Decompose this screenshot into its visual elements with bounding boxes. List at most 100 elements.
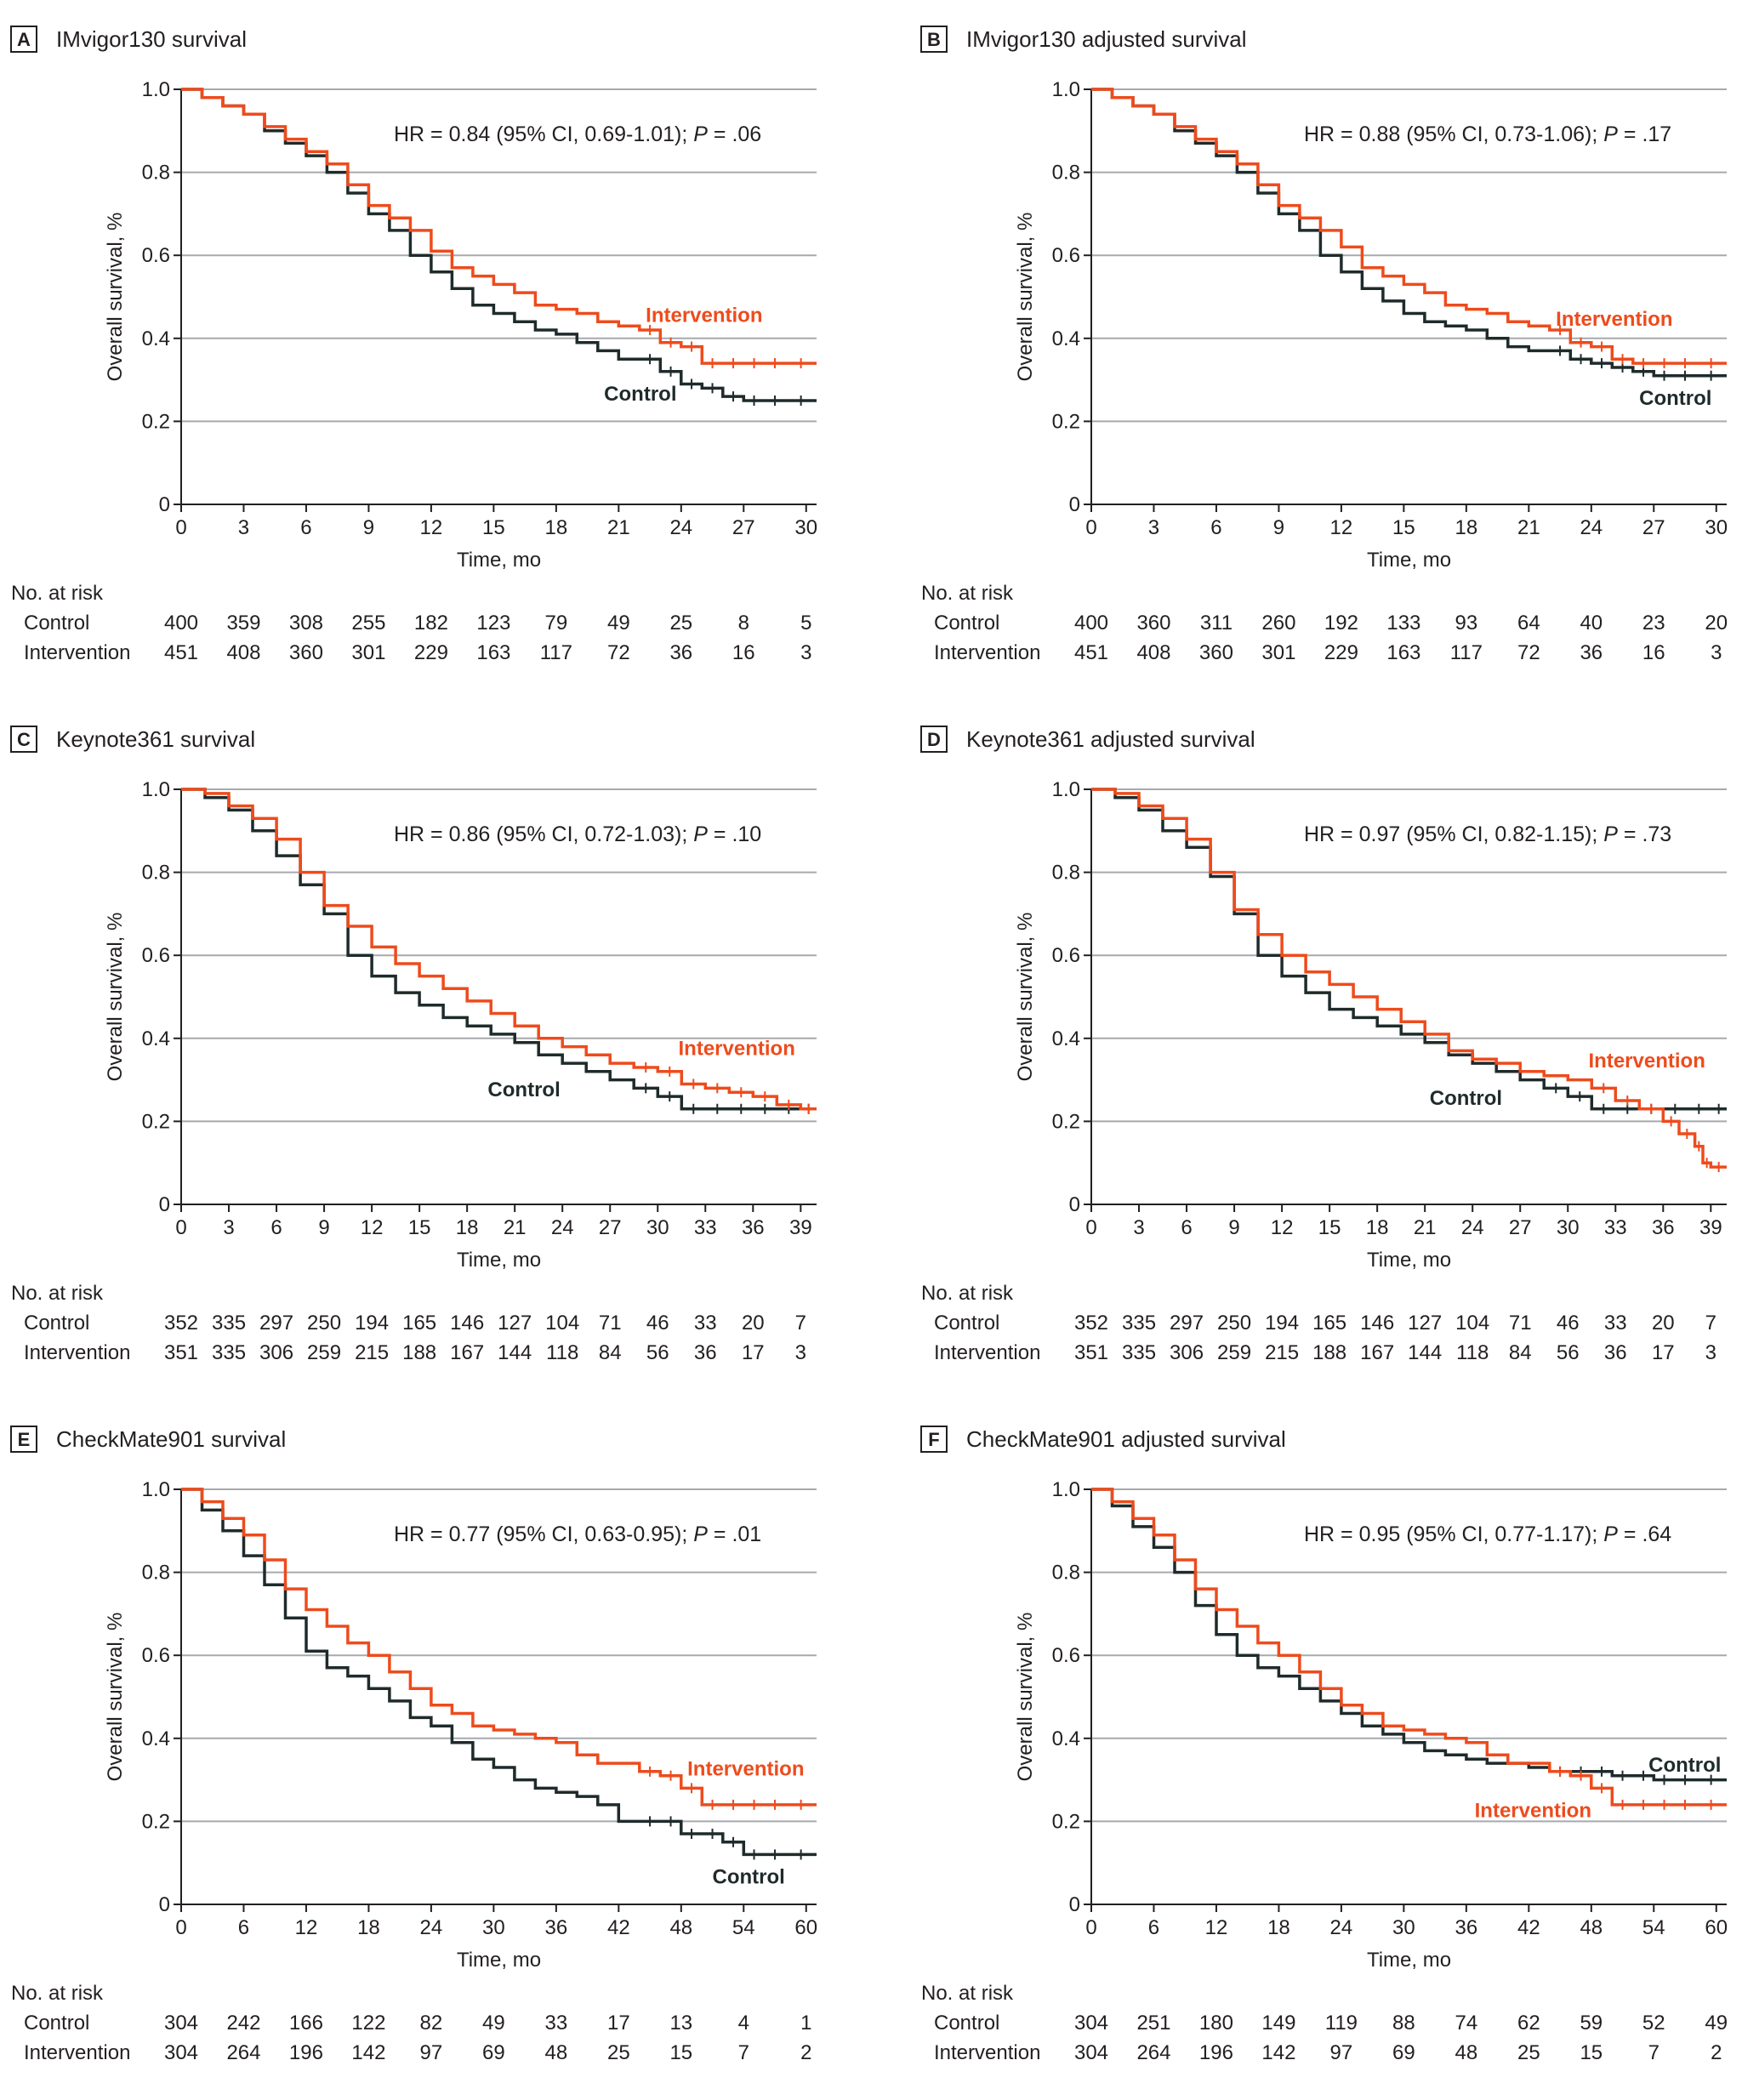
intervention-series-label: Intervention [1475,1800,1591,1823]
risk-intervention-count: 408 [226,641,260,664]
y-tick-label: 0.6 [1052,244,1080,267]
risk-control-count: 49 [1705,2012,1728,2035]
x-tick-label: 39 [789,1216,812,1239]
risk-intervention-count: 3 [795,1341,806,1364]
risk-intervention-count: 335 [212,1341,246,1364]
x-tick-label: 21 [1517,516,1540,539]
risk-control-count: 400 [164,612,198,635]
risk-control-count: 52 [1642,2012,1665,2035]
y-tick-label: 0.6 [142,944,170,967]
risk-control-count: 71 [599,1312,622,1335]
risk-intervention-label: Intervention [24,641,130,664]
risk-control-count: 46 [1557,1312,1580,1335]
x-tick-label: 12 [1271,1216,1294,1239]
panel-letter: B [927,29,941,50]
hr-p-symbol: P [1603,822,1618,846]
risk-control-count: 104 [1455,1312,1489,1335]
hazard-ratio-text: HR = 0.86 (95% CI, 0.72-1.03); P = .10 [394,822,761,846]
y-tick-label: 0 [159,1893,170,1916]
x-tick-label: 15 [482,516,505,539]
risk-control-count: 49 [482,2012,505,2035]
risk-control-count: 359 [226,612,260,635]
risk-intervention-count: 48 [1455,2041,1478,2064]
x-tick-label: 18 [456,1216,479,1239]
y-tick-label: 0.6 [1052,944,1080,967]
y-tick-label: 0.8 [142,862,170,885]
x-tick-label: 36 [545,1916,568,1939]
control-series-label: Control [487,1078,560,1101]
x-tick-label: 6 [1148,1916,1159,1939]
hr-prefix: HR = 0.88 (95% CI, 0.73-1.06); [1304,122,1603,146]
risk-control-label: Control [24,612,89,635]
control-series-label: Control [604,383,676,406]
y-axis-label: Overall survival, % [104,913,127,1082]
risk-intervention-count: 15 [669,2041,692,2064]
risk-intervention-count: 7 [738,2041,749,2064]
control-survival-curve [1091,788,1727,1111]
x-tick-label: 6 [1210,516,1221,539]
y-tick-label: 1.0 [1052,78,1080,101]
hazard-ratio-text: HR = 0.95 (95% CI, 0.77-1.17); P = .64 [1304,1522,1671,1546]
hr-prefix: HR = 0.95 (95% CI, 0.77-1.17); [1304,1522,1603,1546]
risk-table-header: No. at risk [11,582,104,605]
x-tick-label: 30 [794,516,817,539]
x-tick-label: 18 [1455,516,1478,539]
x-tick-label: 42 [607,1916,630,1939]
risk-control-count: 23 [1642,612,1665,635]
y-tick-label: 0 [159,1193,170,1216]
x-tick-label: 33 [1604,1216,1627,1239]
x-tick-label: 24 [551,1216,574,1239]
risk-control-count: 33 [545,2012,568,2035]
x-tick-label: 0 [1085,516,1096,539]
control-series-label: Control [1648,1754,1721,1777]
x-tick-label: 3 [1148,516,1159,539]
risk-intervention-count: 144 [1408,1341,1442,1364]
x-tick-label: 18 [1267,1916,1290,1939]
x-tick-label: 12 [1330,516,1353,539]
x-tick-label: 24 [1330,1916,1353,1939]
x-tick-label: 21 [607,516,630,539]
risk-table-header: No. at risk [11,1982,104,2005]
risk-intervention-count: 118 [1456,1341,1489,1364]
risk-control-count: 400 [1074,612,1108,635]
risk-control-count: 62 [1517,2012,1540,2035]
risk-control-count: 194 [355,1312,389,1335]
x-tick-label: 12 [361,1216,384,1239]
risk-control-count: 308 [289,612,323,635]
hr-p-symbol: P [1603,122,1618,146]
risk-control-label: Control [934,2012,999,2035]
risk-control-count: 5 [800,612,811,635]
risk-intervention-count: 72 [607,641,630,664]
x-tick-label: 3 [223,1216,234,1239]
risk-control-count: 71 [1509,1312,1532,1335]
risk-intervention-count: 56 [646,1341,669,1364]
risk-control-count: 7 [795,1312,806,1335]
x-tick-label: 18 [357,1916,380,1939]
x-tick-label: 21 [504,1216,527,1239]
risk-intervention-label: Intervention [934,1341,1040,1364]
risk-control-count: 335 [212,1312,246,1335]
hr-p-symbol: P [693,822,708,846]
x-tick-label: 33 [694,1216,717,1239]
risk-intervention-count: 351 [1074,1341,1108,1364]
x-tick-label: 30 [1392,1916,1415,1939]
hr-prefix: HR = 0.77 (95% CI, 0.63-0.95); [394,1522,693,1546]
y-tick-label: 0.8 [142,1562,170,1585]
x-tick-label: 39 [1699,1216,1722,1239]
risk-intervention-count: 264 [226,2041,260,2064]
y-tick-label: 0 [1069,1893,1080,1916]
x-tick-label: 18 [545,516,568,539]
x-tick-label: 27 [599,1216,622,1239]
risk-control-count: 59 [1580,2012,1603,2035]
x-axis-label: Time, mo [1367,1249,1451,1272]
risk-intervention-count: 48 [545,2041,568,2064]
y-tick-label: 0.4 [1052,327,1080,350]
x-tick-label: 48 [1580,1916,1603,1939]
risk-control-count: 180 [1199,2012,1233,2035]
survival-chart-b: B IMvigor130 adjusted survival 0 0.2 0.4 0.6 0… [920,26,1728,664]
x-axis-label: Time, mo [457,549,541,572]
panel-title: Keynote361 adjusted survival [966,726,1255,752]
control-series-label: Control [1639,387,1711,410]
y-tick-label: 1.0 [142,78,170,101]
risk-intervention-count: 36 [1580,641,1603,664]
